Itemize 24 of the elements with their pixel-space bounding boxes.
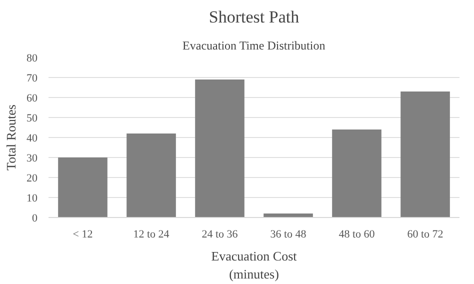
y-tick-label: 60 (26, 92, 38, 104)
x-tick-label: 12 to 24 (133, 228, 170, 240)
bar (126, 134, 176, 218)
y-axis-title: Total Routes (4, 104, 18, 170)
y-tick-label: 20 (26, 172, 38, 184)
y-tick-label: 70 (26, 72, 38, 84)
bar (195, 80, 244, 218)
chart-title: Shortest Path (208, 8, 300, 26)
x-tick-label: < 12 (72, 228, 93, 240)
x-tick-label: 60 to 72 (407, 228, 444, 240)
y-tick-label: 80 (26, 52, 38, 64)
x-tick-label: 36 to 48 (270, 228, 307, 240)
x-tick-label: 24 to 36 (202, 228, 238, 240)
bar (332, 130, 382, 218)
y-tick-label: 30 (26, 152, 38, 164)
bar (58, 158, 108, 218)
y-tick-label: 40 (26, 132, 38, 144)
chart-subtitle: Evacuation Time Distribution (182, 38, 326, 52)
bar (400, 92, 450, 218)
y-tick-label: 10 (26, 192, 38, 204)
x-axis-title: Evacuation Cost (minutes) (211, 248, 298, 282)
x-tick-label: 48 to 60 (338, 228, 376, 240)
y-tick-label: 50 (26, 112, 38, 124)
y-tick-label: 0 (32, 212, 38, 224)
